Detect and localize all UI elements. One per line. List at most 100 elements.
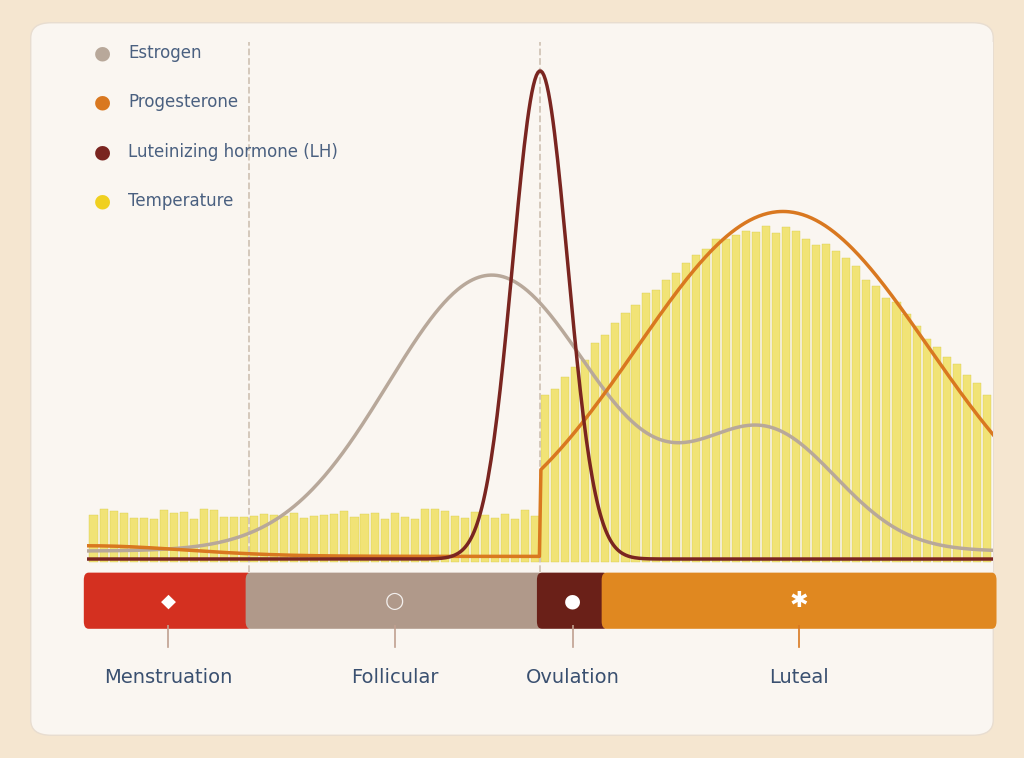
- Bar: [340, 511, 348, 562]
- Bar: [812, 246, 820, 562]
- Text: ●: ●: [94, 191, 111, 211]
- Bar: [531, 516, 540, 562]
- Bar: [511, 519, 519, 562]
- Bar: [400, 518, 409, 562]
- FancyBboxPatch shape: [246, 572, 544, 629]
- Bar: [371, 513, 379, 562]
- Bar: [902, 314, 910, 562]
- Bar: [582, 360, 590, 562]
- Bar: [893, 302, 900, 562]
- Bar: [290, 512, 298, 562]
- Bar: [632, 305, 640, 562]
- Bar: [952, 365, 961, 562]
- Bar: [300, 518, 308, 562]
- Text: ◆: ◆: [161, 591, 175, 610]
- Bar: [571, 367, 580, 562]
- Bar: [963, 375, 971, 562]
- Bar: [852, 266, 860, 562]
- Text: Luteal: Luteal: [769, 668, 829, 688]
- Bar: [481, 515, 489, 562]
- Bar: [762, 227, 770, 562]
- Bar: [691, 255, 699, 562]
- Bar: [180, 512, 187, 562]
- Bar: [722, 239, 730, 562]
- Bar: [471, 512, 479, 562]
- Bar: [360, 514, 369, 562]
- Bar: [421, 509, 429, 562]
- Bar: [883, 298, 891, 562]
- Bar: [110, 512, 118, 562]
- Bar: [672, 273, 680, 562]
- Text: ●: ●: [94, 43, 111, 63]
- Bar: [611, 323, 620, 562]
- Bar: [310, 516, 318, 562]
- Bar: [451, 516, 459, 562]
- Bar: [701, 249, 710, 562]
- Bar: [792, 231, 800, 562]
- Bar: [782, 227, 791, 562]
- Text: ●: ●: [564, 591, 581, 610]
- Text: ●: ●: [94, 92, 111, 112]
- Bar: [189, 519, 198, 562]
- Text: Follicular: Follicular: [351, 668, 438, 688]
- Bar: [170, 513, 178, 562]
- Bar: [601, 334, 609, 562]
- Bar: [230, 517, 238, 562]
- Text: ○: ○: [385, 590, 404, 611]
- Bar: [431, 509, 439, 562]
- Bar: [933, 347, 941, 562]
- FancyBboxPatch shape: [31, 23, 993, 735]
- Bar: [912, 326, 921, 562]
- Text: Menstruation: Menstruation: [103, 668, 232, 688]
- FancyBboxPatch shape: [84, 572, 252, 629]
- Bar: [741, 230, 750, 562]
- Bar: [732, 236, 740, 562]
- Bar: [89, 515, 97, 562]
- Bar: [843, 258, 850, 562]
- Bar: [120, 513, 128, 562]
- Bar: [521, 509, 529, 562]
- Bar: [872, 287, 881, 562]
- Bar: [822, 244, 830, 562]
- Bar: [281, 516, 289, 562]
- Bar: [772, 233, 780, 562]
- Text: ●: ●: [94, 142, 111, 161]
- Bar: [270, 515, 279, 562]
- Bar: [350, 517, 358, 562]
- Bar: [923, 339, 931, 562]
- Bar: [321, 515, 329, 562]
- Bar: [220, 517, 228, 562]
- Bar: [561, 377, 569, 562]
- Bar: [200, 509, 208, 562]
- Bar: [591, 343, 599, 562]
- Bar: [551, 389, 559, 562]
- Bar: [390, 512, 398, 562]
- Bar: [240, 517, 248, 562]
- Bar: [490, 518, 499, 562]
- FancyBboxPatch shape: [602, 572, 996, 629]
- Text: Ovulation: Ovulation: [525, 668, 620, 688]
- Bar: [833, 252, 841, 562]
- Bar: [501, 514, 509, 562]
- Bar: [641, 293, 649, 562]
- Bar: [210, 510, 218, 562]
- Bar: [411, 518, 419, 562]
- Bar: [461, 518, 469, 562]
- Bar: [260, 514, 268, 562]
- FancyBboxPatch shape: [537, 572, 608, 629]
- Bar: [99, 509, 108, 562]
- Bar: [622, 313, 630, 562]
- Bar: [130, 518, 137, 562]
- Text: Estrogen: Estrogen: [128, 44, 202, 62]
- Bar: [752, 232, 760, 562]
- Bar: [651, 290, 659, 562]
- Text: ✱: ✱: [790, 590, 808, 611]
- Text: Luteinizing hormone (LH): Luteinizing hormone (LH): [128, 143, 338, 161]
- Bar: [381, 518, 389, 562]
- Bar: [662, 280, 670, 562]
- Text: Temperature: Temperature: [128, 192, 233, 210]
- Bar: [712, 240, 720, 562]
- Bar: [541, 395, 549, 562]
- Bar: [943, 357, 950, 562]
- Bar: [331, 515, 339, 562]
